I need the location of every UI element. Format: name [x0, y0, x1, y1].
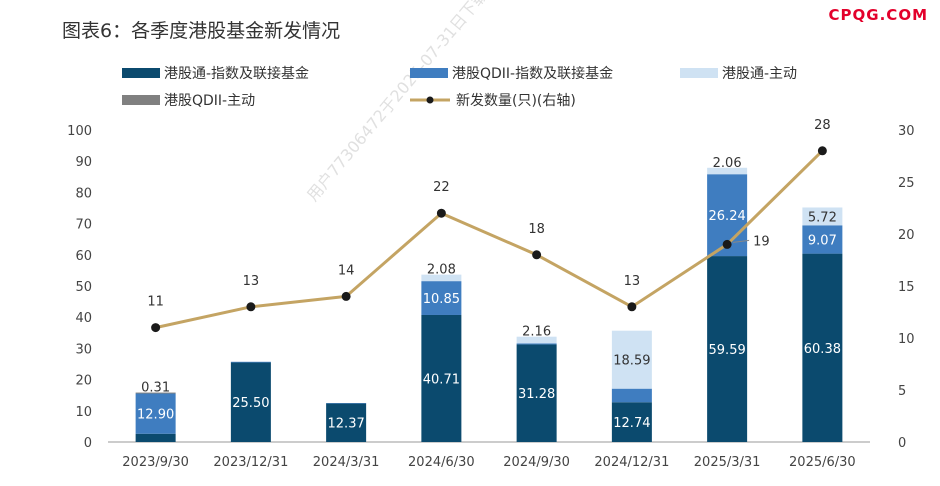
legend-label-3: 港股通-主动 — [722, 66, 797, 82]
y-tick-label-8: 80 — [75, 186, 92, 201]
bar-1-4 — [516, 344, 557, 442]
bar-label-1-7: 60.38 — [804, 342, 841, 357]
y-tick-label-5: 50 — [75, 280, 92, 295]
bar-label-1-1: 25.50 — [232, 396, 269, 411]
line-label-1: 13 — [243, 274, 260, 289]
bar-1-0 — [135, 433, 176, 442]
legend-label-2: 港股QDII-指数及联接基金 — [452, 65, 613, 82]
line-series — [155, 149, 824, 330]
legend-label-4: 港股QDII-主动 — [164, 93, 255, 109]
bar-1-6 — [707, 256, 748, 442]
y-tick-label-1: 10 — [75, 405, 92, 420]
bar-2-7 — [802, 225, 843, 254]
line-label-7: 28 — [814, 118, 831, 133]
bar-1-2 — [326, 403, 367, 442]
bar-1-3 — [421, 314, 462, 442]
bar-label-2-7: 9.07 — [808, 233, 837, 248]
bar-2-2 — [326, 403, 367, 404]
bar-label-2-2: 0.10 — [332, 391, 361, 406]
bar-2-1 — [230, 361, 271, 363]
bar-3-4 — [516, 336, 557, 344]
bar-label-4-0: 0.31 — [141, 381, 170, 396]
y-tick-label-2: 20 — [75, 374, 92, 389]
x-tick-label-2: 2024/3/31 — [313, 455, 380, 470]
bar-label-1-2: 12.37 — [328, 417, 365, 432]
bar-label-3-4: 2.16 — [522, 325, 551, 340]
x-tick-label-5: 2024/12/31 — [594, 455, 669, 470]
bar-1-1 — [230, 362, 271, 442]
line-point-5 — [627, 302, 637, 312]
chart-title: 图表6：各季度港股基金新发情况 — [62, 20, 341, 42]
y2-tick-label-6: 30 — [898, 124, 915, 139]
y2-tick-label-1: 5 — [898, 384, 906, 399]
line-label-5: 13 — [624, 274, 641, 289]
y-tick-label-0: 0 — [84, 436, 92, 451]
bar-2-0 — [135, 393, 176, 434]
bar-3-3 — [421, 274, 462, 282]
legend-swatch-2 — [410, 68, 448, 78]
line-label-6: 19 — [753, 234, 770, 249]
line-label-leader-6 — [733, 239, 750, 243]
bar-label-2-1: 0.21 — [236, 350, 265, 365]
bar-label-2-6: 26.24 — [709, 209, 746, 224]
bar-label-3-7: 5.72 — [808, 210, 837, 225]
y2-tick-label-5: 25 — [898, 176, 915, 191]
brand-logo: CPQG.COM — [828, 6, 928, 24]
legend-label-line: 新发数量(只)(右轴) — [456, 93, 576, 109]
y-tick-label-4: 40 — [75, 311, 92, 326]
bar-2-5 — [611, 388, 652, 403]
line-point-4 — [532, 250, 542, 260]
legend-line-marker — [426, 96, 434, 104]
bar-label-2-0: 12.90 — [137, 408, 174, 423]
line-point-0 — [151, 323, 161, 333]
y-tick-label-9: 90 — [75, 155, 92, 170]
bar-label-1-3: 40.71 — [423, 372, 460, 387]
y2-tick-label-3: 15 — [898, 280, 915, 295]
bar-label-3-6: 2.06 — [713, 156, 742, 171]
bar-1-5 — [611, 402, 652, 442]
y-tick-label-3: 30 — [75, 342, 92, 357]
legend-swatch-1 — [122, 68, 160, 78]
bar-label-2-3: 10.85 — [423, 292, 460, 307]
bar-4-0 — [135, 392, 176, 394]
y2-tick-label-4: 20 — [898, 228, 915, 243]
line-label-4: 18 — [528, 222, 545, 237]
x-tick-label-6: 2025/3/31 — [694, 455, 761, 470]
bar-2-4 — [516, 343, 557, 345]
bar-label-1-4: 31.28 — [518, 387, 555, 402]
line-point-7 — [817, 146, 827, 156]
bar-label-3-5: 18.59 — [613, 354, 650, 369]
line-label-2: 14 — [338, 263, 355, 278]
line-point-3 — [436, 208, 446, 218]
y2-tick-label-2: 10 — [898, 332, 915, 347]
bar-3-6 — [707, 167, 748, 175]
y-tick-label-7: 70 — [75, 218, 92, 233]
bar-3-5 — [611, 330, 652, 389]
x-tick-label-7: 2025/6/30 — [789, 455, 856, 470]
legend-swatch-4 — [122, 95, 160, 105]
bar-label-1-5: 12.74 — [613, 416, 650, 431]
bar-3-7 — [802, 207, 843, 226]
x-tick-label-3: 2024/6/30 — [408, 455, 475, 470]
bar-label-1-6: 59.59 — [709, 343, 746, 358]
line-point-1 — [246, 302, 256, 312]
line-point-2 — [341, 291, 351, 301]
y-tick-label-10: 100 — [67, 124, 92, 139]
line-label-3: 22 — [433, 180, 450, 195]
bar-2-3 — [421, 281, 462, 315]
legend-label-1: 港股通-指数及联接基金 — [164, 65, 309, 82]
y-tick-label-6: 60 — [75, 249, 92, 264]
x-tick-label-0: 2023/9/30 — [122, 455, 189, 470]
bar-1-7 — [802, 253, 843, 442]
line-label-0: 11 — [147, 295, 164, 310]
x-tick-label-1: 2023/12/31 — [213, 455, 288, 470]
x-tick-label-4: 2024/9/30 — [503, 455, 570, 470]
line-point-6 — [722, 239, 732, 249]
legend-swatch-3 — [680, 68, 718, 78]
bar-label-3-3: 2.08 — [427, 263, 456, 278]
y2-tick-label-0: 0 — [898, 436, 906, 451]
